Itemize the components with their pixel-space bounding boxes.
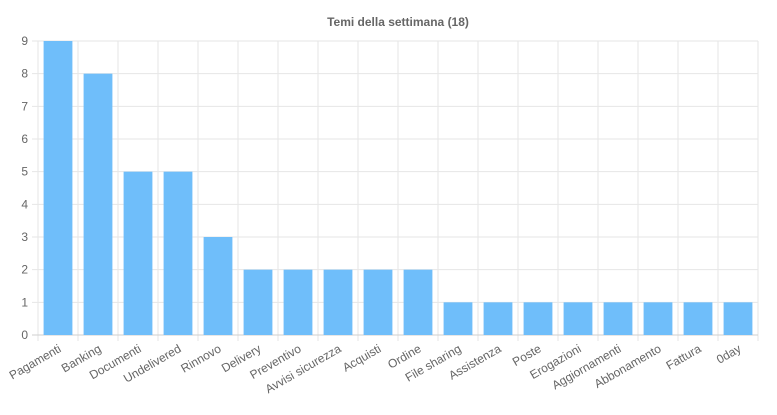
bar [83,73,113,336]
bar [363,269,393,335]
bar [483,302,513,335]
x-tick-label: Fattura [664,341,704,372]
bar [43,41,73,335]
y-tick-label: 4 [21,197,28,211]
y-tick-label: 0 [21,328,28,342]
bar [643,302,673,335]
bar [283,269,313,335]
chart-title: Temi della settimana (18) [327,15,469,29]
y-tick-label: 2 [21,263,28,277]
y-tick-label: 9 [21,34,28,48]
y-tick-label: 1 [21,295,28,309]
bar [523,302,553,335]
x-tick-label: Rinnovo [178,341,223,375]
y-tick-label: 8 [21,67,28,81]
x-tick-label: 0day [714,341,744,366]
y-tick-label: 6 [21,132,28,146]
bar [123,171,153,335]
bar [603,302,633,335]
bar [563,302,593,335]
bar [443,302,473,335]
bar [723,302,753,335]
x-tick-label: Pagamenti [7,341,64,382]
bar [323,269,353,335]
bar [203,237,233,335]
y-tick-label: 3 [21,230,28,244]
y-tick-label: 5 [21,165,28,179]
x-tick-label: Acquisti [340,341,383,374]
y-tick-label: 7 [21,99,28,113]
bar [683,302,713,335]
bar [403,269,433,335]
bar [243,269,273,335]
bar [163,171,193,335]
